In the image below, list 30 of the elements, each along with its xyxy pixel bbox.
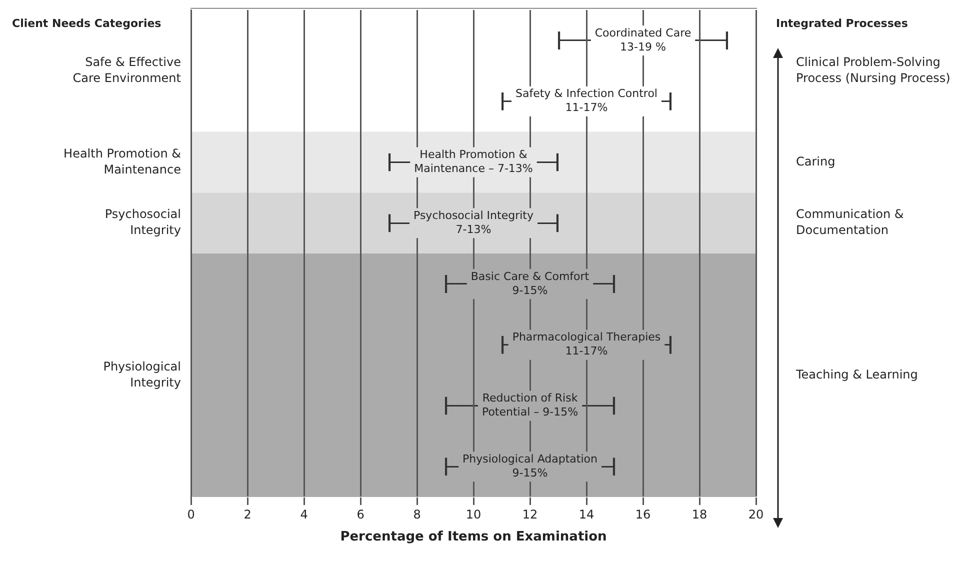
x-tick-label: 4 xyxy=(300,507,308,522)
y-tick-label: Psychosocial Integrity 7-13% xyxy=(414,208,534,236)
y-tick-label: Reduction of Risk Potential – 9-15% xyxy=(482,392,578,419)
x-tick-label: 2 xyxy=(244,507,252,522)
x-tick-label: 16 xyxy=(635,507,651,522)
x-tick-label: 10 xyxy=(466,507,482,522)
text: Integrated Processes xyxy=(776,16,908,30)
x-tick-label: 12 xyxy=(522,507,538,522)
y-tick-label: Health Promotion & Maintenance – 7-13% xyxy=(414,148,533,176)
y-tick-label: Basic Care & Comfort 9-15% xyxy=(470,270,590,297)
band-label: Psychosocial Integrity xyxy=(104,207,181,238)
y-tick-label: Pharmacological Therapies 11-17% xyxy=(512,330,661,358)
x-tick-label: 8 xyxy=(413,507,421,522)
x-axis-title: Percentage of Items on Examination xyxy=(340,530,607,545)
band-label: Physiological Integrity xyxy=(103,359,181,390)
x-tick-label: 18 xyxy=(692,507,708,522)
y-tick-label: Physiological Adaptation 9-15% xyxy=(462,452,598,480)
text: Clinical Problem-Solving Process (Nursing Process) xyxy=(796,55,950,85)
x-tick-label: 20 xyxy=(748,507,764,522)
text: Caring xyxy=(796,154,836,168)
text: Teaching & Learning xyxy=(795,367,918,382)
text: Safe & Effective Care Environment xyxy=(72,55,182,85)
y-tick-label: Safety & Infection Control 11-17% xyxy=(516,87,658,114)
text: Communication & Documentation xyxy=(796,207,904,238)
y-tick-label: Coordinated Care 13-19 % xyxy=(594,26,692,54)
x-tick-label: 14 xyxy=(578,507,594,522)
x-tick-label: 0 xyxy=(187,507,195,522)
band-label: Health Promotion & Maintenance xyxy=(64,146,181,176)
x-tick-label: 6 xyxy=(356,507,364,522)
text: Client Needs Categories xyxy=(12,16,162,30)
